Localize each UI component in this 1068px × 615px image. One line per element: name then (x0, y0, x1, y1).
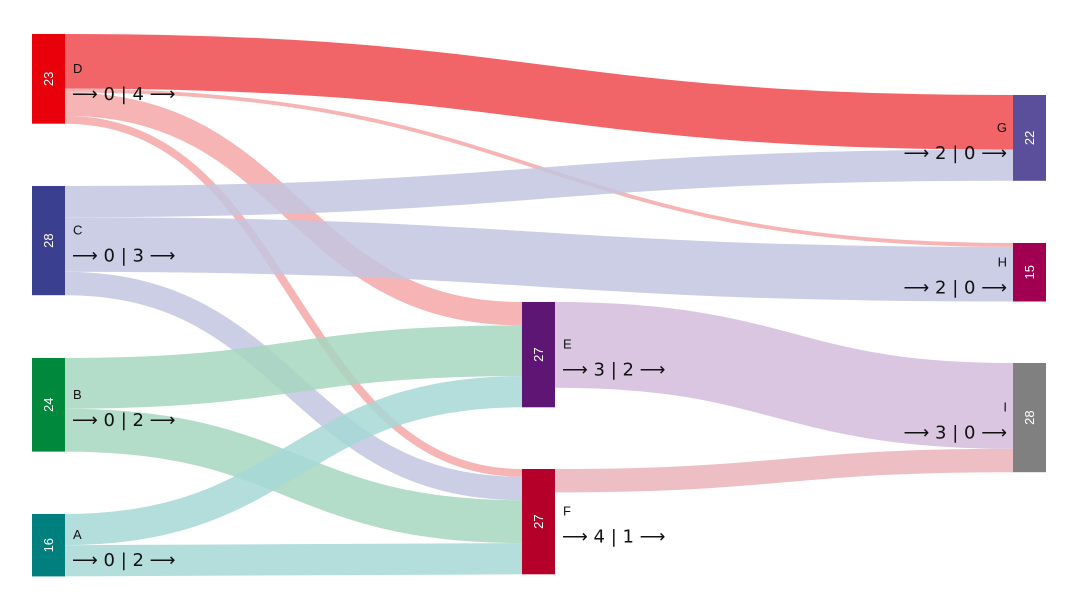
node-label-C: C (73, 223, 82, 238)
node-label-I: I (1003, 400, 1007, 415)
sankey-nodes: 23 D ⟶ 0 | 4 ⟶ 28 C ⟶ 0 | 3 ⟶ 24 B ⟶ 0 | 2 ⟶ 16 A ⟶… (32, 34, 1046, 577)
sankey-link-A-F[interactable] (64, 543, 523, 577)
node-label-A: A (73, 527, 82, 542)
sankey-links (64, 34, 1014, 577)
sankey-link-D-G[interactable] (64, 34, 1014, 150)
node-label-H: H (998, 254, 1007, 269)
sankey-link-D-H[interactable] (64, 88, 1014, 247)
node-degree-B: ⟶ 0 | 2 ⟶ (72, 410, 175, 431)
node-degree-C: ⟶ 0 | 3 ⟶ (72, 246, 175, 267)
node-bar-C (32, 186, 65, 296)
sankey-link-A-E[interactable] (64, 376, 523, 546)
node-value-I: 28 (1022, 410, 1037, 424)
node-label-E: E (563, 337, 572, 352)
node-bar-G (1013, 95, 1046, 181)
node-label-G: G (997, 120, 1007, 135)
sankey-node-C[interactable]: 28 C ⟶ 0 | 3 ⟶ (32, 186, 175, 296)
sankey-node-B[interactable]: 24 B ⟶ 0 | 2 ⟶ (32, 358, 175, 452)
node-degree-H: ⟶ 2 | 0 ⟶ (904, 277, 1007, 298)
node-value-F: 27 (531, 514, 546, 528)
node-degree-I: ⟶ 3 | 0 ⟶ (904, 423, 1007, 444)
sankey-node-F[interactable]: 27 F ⟶ 4 | 1 ⟶ (522, 469, 665, 575)
node-label-F: F (563, 504, 571, 519)
sankey-link-F-I[interactable] (554, 448, 1014, 493)
node-degree-F: ⟶ 4 | 1 ⟶ (562, 527, 665, 548)
node-value-B: 24 (41, 398, 56, 412)
node-degree-E: ⟶ 3 | 2 ⟶ (562, 360, 665, 381)
node-degree-D: ⟶ 0 | 4 ⟶ (72, 84, 175, 105)
sankey-link-E-I[interactable] (554, 302, 1014, 449)
node-label-D: D (73, 61, 82, 76)
node-bar-D (32, 34, 65, 124)
sankey-node-A[interactable]: 16 A ⟶ 0 | 2 ⟶ (32, 514, 175, 577)
node-degree-A: ⟶ 0 | 2 ⟶ (72, 550, 175, 571)
node-value-H: 15 (1022, 265, 1037, 279)
node-value-C: 28 (41, 233, 56, 247)
sankey-link-C-H[interactable] (64, 217, 1014, 302)
sankey-node-I[interactable]: 28 I ⟶ 3 | 0 ⟶ (904, 363, 1046, 473)
node-degree-G: ⟶ 2 | 0 ⟶ (904, 143, 1007, 164)
sankey-link-B-E[interactable] (64, 325, 523, 409)
sankey-node-E[interactable]: 27 E ⟶ 3 | 2 ⟶ (522, 302, 665, 408)
node-bar-H (1013, 243, 1046, 302)
node-bar-A (32, 514, 65, 577)
sankey-link-C-G[interactable] (64, 149, 1014, 218)
node-label-B: B (73, 387, 82, 402)
node-bar-B (32, 358, 65, 452)
sankey-node-D[interactable]: 23 D ⟶ 0 | 4 ⟶ (32, 34, 175, 124)
node-value-G: 22 (1022, 131, 1037, 145)
node-bar-I (1013, 363, 1046, 473)
sankey-node-H[interactable]: 15 H ⟶ 2 | 0 ⟶ (904, 243, 1046, 302)
node-value-E: 27 (531, 347, 546, 361)
node-bar-E (522, 302, 555, 408)
node-bar-F (522, 469, 555, 575)
node-value-D: 23 (41, 72, 56, 86)
sankey-node-G[interactable]: 22 G ⟶ 2 | 0 ⟶ (904, 95, 1046, 181)
node-value-A: 16 (41, 538, 56, 552)
sankey-link-D-F[interactable] (64, 115, 523, 477)
